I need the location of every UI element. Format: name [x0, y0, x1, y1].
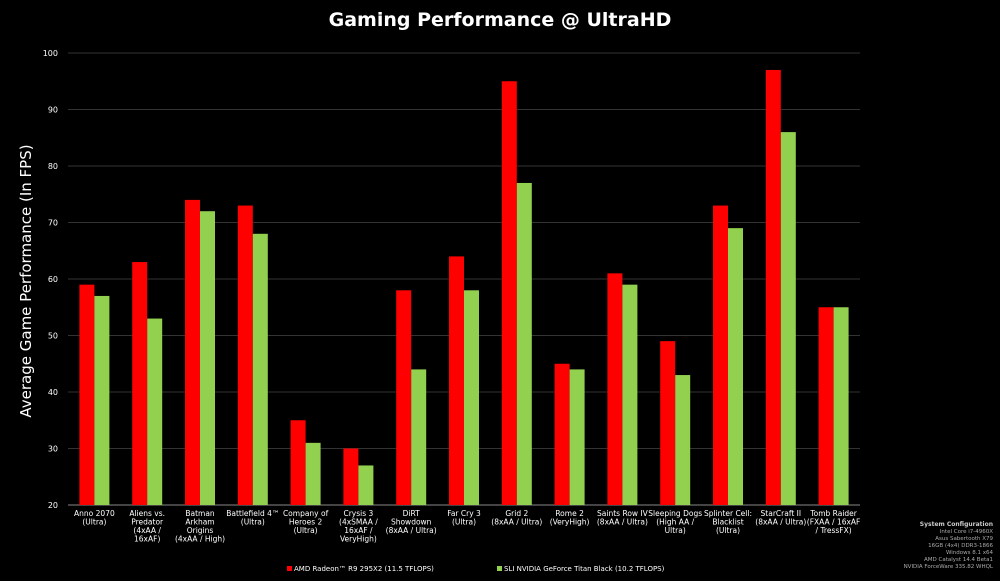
category-label: Tomb Raider (FXAA / 16xAF / TressFX)	[807, 509, 861, 535]
legend-swatch	[497, 566, 502, 571]
y-tick-label: 20	[48, 501, 58, 510]
legend-label: SLI NVIDIA GeForce Titan Black (10.2 TFL…	[504, 565, 665, 573]
y-tick-label: 30	[48, 445, 58, 454]
bar-amd	[607, 273, 623, 505]
y-tick-label: 100	[43, 49, 58, 58]
bar-nvidia	[464, 290, 479, 505]
bar-nvidia	[411, 369, 427, 505]
bar-nvidia	[622, 284, 638, 505]
category-label: StarCraft II (8xAA / Ultra)	[755, 509, 806, 527]
bar-amd	[713, 205, 728, 506]
bar-nvidia	[200, 211, 215, 505]
category-label: Anno 2070 (Ultra)	[74, 509, 115, 527]
bar-amd	[396, 290, 412, 505]
category-label: Grid 2 (8xAA / Ultra)	[491, 509, 542, 527]
bar-amd	[449, 256, 464, 505]
bar-nvidia	[305, 442, 321, 505]
system-configuration: System Configuration Intel Core i7-4960X…	[904, 521, 994, 570]
chart-title: Gaming Performance @ UltraHD	[329, 9, 672, 31]
system-config-heading: System Configuration	[920, 521, 993, 528]
bar-amd	[501, 81, 517, 505]
bars	[79, 69, 849, 506]
category-label: Aliens vs. Predator (4xAA /16xAF)	[129, 509, 165, 544]
bar-amd	[818, 307, 834, 505]
bar-nvidia	[252, 233, 268, 506]
bar-amd	[290, 420, 306, 505]
bar-nvidia	[780, 132, 796, 505]
y-tick-labels: 20 30 40 50 60 70 80 90 100	[43, 49, 58, 510]
bar-nvidia	[94, 295, 110, 505]
category-label: Company of Heroes 2 (Ultra)	[283, 509, 329, 535]
bar-amd	[79, 284, 95, 505]
bar-nvidia	[728, 228, 743, 505]
category-label: DiRT Showdown (8xAA / Ultra)	[386, 509, 437, 535]
bar-nvidia	[147, 318, 163, 505]
bar-amd	[554, 363, 570, 505]
legend-label: AMD Radeon™ R9 295X2 (11.5 TFLOPS)	[294, 565, 434, 573]
bar-nvidia	[833, 307, 849, 505]
y-tick-label: 60	[48, 275, 58, 284]
bar-amd	[132, 262, 148, 505]
category-label: Rome 2 (VeryHigh)	[550, 509, 590, 527]
bar-amd	[343, 448, 359, 505]
bar-amd	[660, 341, 676, 505]
category-label: Far Cry 3 (Ultra)	[447, 509, 481, 527]
bar-amd	[185, 199, 200, 505]
bar-nvidia	[358, 465, 374, 505]
category-label: Crysis 3 (4xSMAA /16xAF / VeryHigh)	[339, 509, 378, 544]
legend: AMD Radeon™ R9 295X2 (11.5 TFLOPS) SLI NV…	[287, 565, 665, 573]
category-labels: Anno 2070 (Ultra) Aliens vs. Predator (4xAA …	[74, 509, 860, 544]
bar-nvidia	[516, 182, 532, 505]
y-tick-label: 70	[48, 219, 58, 228]
category-label: Battlefield 4™ (Ultra)	[226, 509, 279, 527]
system-config-line: 16GB (4x4) DDR3-1866	[928, 543, 993, 549]
y-tick-label: 40	[48, 388, 58, 397]
category-label: Splinter Cell: Blacklist (Ultra)	[704, 509, 752, 535]
y-tick-label: 80	[48, 162, 58, 171]
system-config-line: AMD Catalyst 14.4 Beta1	[924, 557, 993, 563]
y-tick-label: 50	[48, 332, 58, 341]
bar-nvidia	[569, 369, 585, 505]
category-label: Sleeping Dogs (High AA / Ultra)	[648, 509, 702, 535]
system-config-line: Windows 8.1 x64	[946, 550, 994, 556]
category-label: Batman Arkham Origins (4xAA / High)	[175, 509, 225, 544]
system-config-line: Intel Core i7-4960X	[940, 529, 993, 535]
y-axis-label: Average Game Performance (In FPS)	[17, 144, 35, 417]
bar-nvidia	[675, 375, 691, 505]
y-tick-label: 90	[48, 106, 58, 115]
bar-amd	[765, 69, 781, 505]
system-config-line: NVIDIA ForceWare 335.82 WHQL	[904, 564, 994, 570]
category-label: Saints Row IV (8xAA / Ultra)	[597, 509, 649, 527]
bar-amd	[237, 205, 253, 506]
system-config-line: Asus Sabertooth X79	[935, 536, 993, 542]
legend-swatch	[287, 566, 292, 571]
